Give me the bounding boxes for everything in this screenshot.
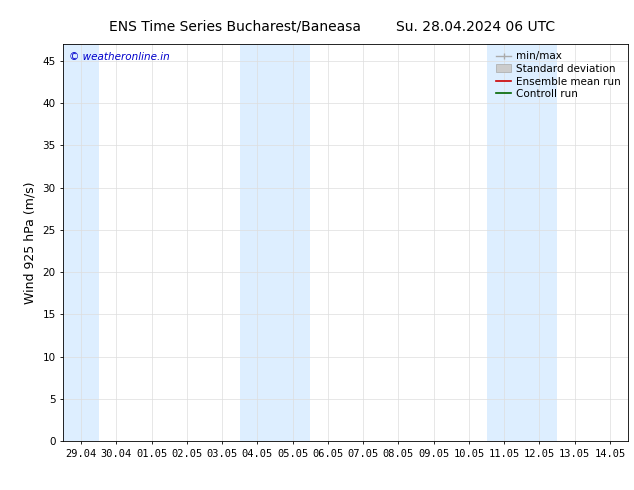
Bar [63,44,99,441]
Text: © weatheronline.in: © weatheronline.in [69,52,170,62]
Text: Su. 28.04.2024 06 UTC: Su. 28.04.2024 06 UTC [396,20,555,34]
Legend: min/max, Standard deviation, Ensemble mean run, Controll run: min/max, Standard deviation, Ensemble me… [494,49,623,101]
Text: ENS Time Series Bucharest/Baneasa: ENS Time Series Bucharest/Baneasa [108,20,361,34]
Bar [487,44,557,441]
Y-axis label: Wind 925 hPa (m/s): Wind 925 hPa (m/s) [24,181,37,304]
Bar [240,44,310,441]
